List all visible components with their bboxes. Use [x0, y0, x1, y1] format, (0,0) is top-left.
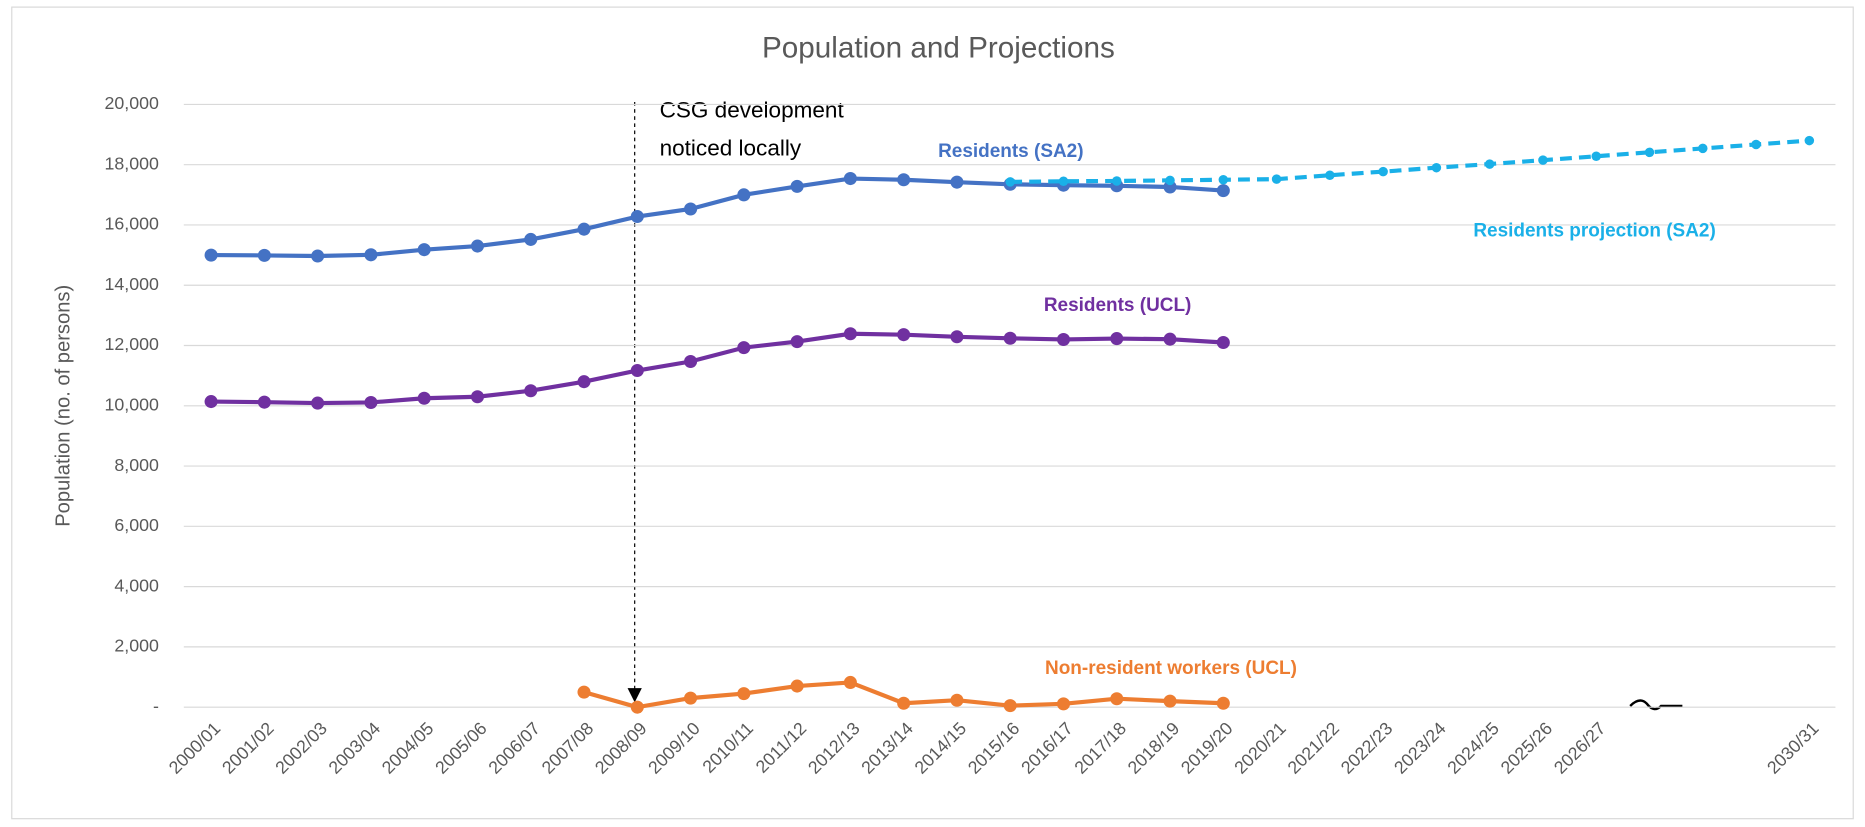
data-point	[1698, 143, 1708, 154]
data-point	[470, 239, 484, 253]
data-point	[311, 249, 325, 263]
data-point	[1165, 175, 1175, 186]
data-point	[577, 222, 591, 236]
chart-frame	[11, 6, 1854, 820]
data-point	[630, 209, 644, 224]
data-point	[1056, 697, 1071, 711]
y-axis-label: Population (no. of persons)	[52, 285, 74, 527]
annotation: noticed locally	[660, 135, 802, 160]
data-point	[897, 696, 911, 710]
data-point	[790, 335, 804, 349]
data-point	[1378, 166, 1388, 177]
series-line	[211, 176, 1224, 259]
data-point	[364, 395, 378, 409]
data-point	[897, 328, 911, 342]
data-point	[684, 354, 698, 369]
data-point	[1431, 162, 1442, 173]
data-point	[684, 691, 698, 705]
data-point	[470, 390, 484, 404]
data-point	[737, 341, 751, 355]
data-point	[577, 375, 591, 389]
data-point	[843, 327, 857, 341]
data-point	[630, 700, 644, 714]
data-point	[204, 248, 218, 262]
data-point	[1005, 177, 1015, 187]
data-point	[1538, 155, 1548, 165]
data-point	[524, 384, 538, 398]
data-point	[1591, 151, 1601, 161]
data-point	[737, 188, 751, 202]
data-point	[1163, 694, 1177, 708]
data-point	[1110, 332, 1124, 346]
series-line	[1010, 138, 1810, 184]
chart-title: Population and Projections	[762, 32, 1115, 65]
data-point	[257, 395, 271, 409]
y-tick-label: 4,000	[114, 575, 159, 595]
data-point	[417, 243, 431, 257]
data-point	[897, 173, 911, 187]
y-tick-label: 18,000	[105, 153, 159, 173]
data-point	[1271, 174, 1282, 184]
annotation-arrowhead	[627, 688, 642, 703]
data-point	[1216, 696, 1230, 710]
data-point	[1216, 184, 1230, 198]
data-point	[1218, 175, 1229, 185]
y-tick-label: 2,000	[114, 636, 159, 656]
data-point	[1058, 176, 1069, 187]
series-line	[211, 331, 1224, 406]
y-tick-label: 8,000	[114, 455, 159, 475]
data-point	[1216, 335, 1230, 350]
data-point	[1003, 699, 1017, 713]
data-point	[204, 395, 218, 409]
y-tick-label: 6,000	[114, 515, 159, 535]
data-point	[1110, 692, 1124, 706]
y-tick-label: 12,000	[105, 334, 159, 354]
data-point	[364, 248, 378, 262]
data-point	[257, 248, 271, 262]
annotation: CSG development	[660, 97, 845, 122]
data-point	[737, 687, 751, 701]
data-point	[524, 232, 538, 246]
data-point	[1644, 147, 1655, 158]
data-point	[630, 364, 644, 378]
data-point	[843, 172, 857, 186]
y-tick-label: 10,000	[105, 394, 159, 414]
data-point	[1163, 332, 1177, 346]
y-tick-label: 14,000	[105, 274, 159, 294]
axis-break	[1629, 699, 1683, 711]
series-label: Residents projection (SA2)	[1473, 220, 1715, 241]
data-point	[1484, 159, 1495, 169]
data-point	[950, 330, 964, 344]
y-tick-label: 20,000	[105, 93, 159, 113]
data-point	[577, 685, 591, 699]
data-point	[1751, 139, 1761, 150]
data-point	[1325, 170, 1335, 180]
series-label: Residents (SA2)	[938, 141, 1083, 162]
data-point	[1056, 332, 1071, 347]
data-point	[1804, 135, 1815, 146]
series-label: Non-resident workers (UCL)	[1045, 658, 1297, 679]
data-point	[684, 202, 698, 216]
data-point	[790, 179, 804, 193]
data-point	[1112, 176, 1122, 186]
y-tick-label: 16,000	[105, 214, 159, 234]
data-point	[843, 675, 857, 689]
data-point	[950, 175, 964, 189]
data-point	[950, 693, 964, 707]
data-point	[417, 391, 431, 405]
series-label: Residents (UCL)	[1044, 295, 1192, 316]
y-tick-label: -	[153, 696, 159, 716]
data-point	[790, 679, 804, 693]
data-point	[311, 396, 325, 410]
data-point	[1003, 331, 1017, 345]
